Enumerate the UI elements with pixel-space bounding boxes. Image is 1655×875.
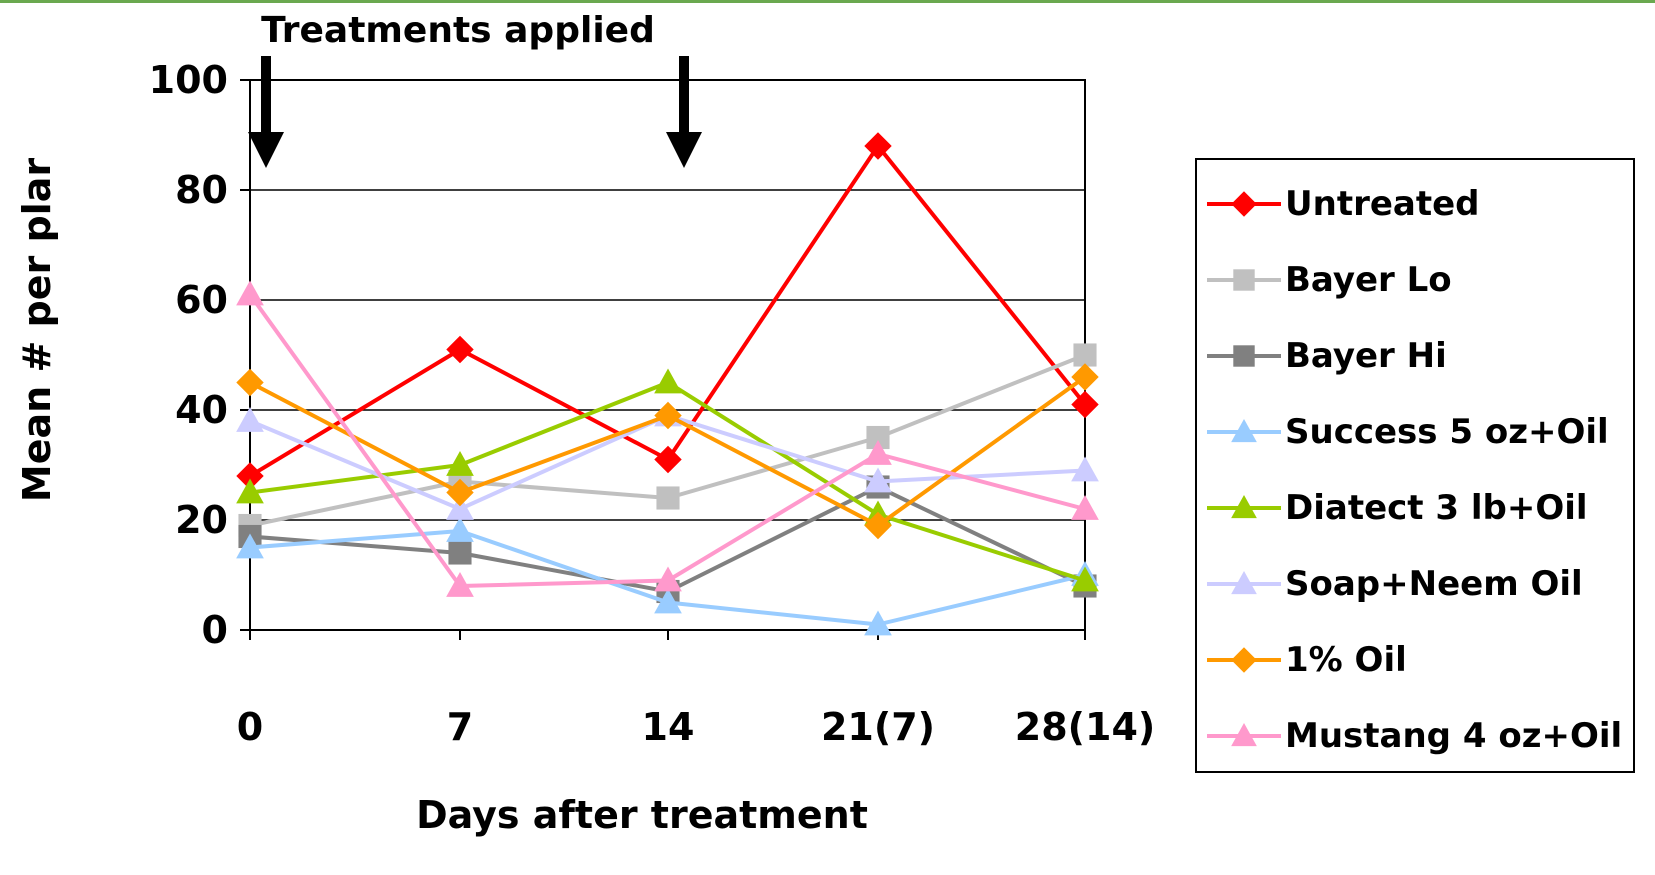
data-point-3-1 (446, 516, 474, 542)
data-point-6-3 (864, 511, 892, 540)
legend-swatch-marker-3 (1231, 418, 1257, 443)
data-point-7-4 (1071, 494, 1099, 520)
x-tick-label-2: 14 (642, 705, 695, 749)
data-point-0-4 (1071, 390, 1099, 419)
legend-item-2: Bayer Hi (1197, 326, 1633, 386)
arrow-shaft-0 (261, 56, 271, 134)
legend-label-5: Soap+Neem Oil (1285, 564, 1583, 604)
data-point-1-2 (656, 486, 680, 510)
legend-swatch-marker-1 (1233, 269, 1255, 291)
data-point-0-3 (864, 132, 892, 160)
legend-label-4: Diatect 3 lb+Oil (1285, 488, 1588, 528)
legend-item-5: Soap+Neem Oil (1197, 554, 1633, 614)
legend-item-1: Bayer Lo (1197, 250, 1633, 310)
arrow-shaft-1 (679, 56, 689, 134)
y-tick-label-40: 40 (175, 388, 228, 432)
y-tick-label-100: 100 (149, 58, 228, 102)
legend: Untreated Bayer Lo Bayer Hi Success 5 oz+Oi… (1195, 158, 1635, 773)
legend-swatch-6 (1207, 647, 1281, 673)
legend-swatch-5 (1207, 570, 1281, 595)
legend-swatch-marker-0 (1231, 191, 1257, 217)
x-axis-ticks: 0 7 14 21(7) 28(14) (237, 630, 1155, 749)
legend-label-0: Untreated (1285, 184, 1480, 224)
data-point-4-2 (654, 368, 682, 394)
data-point-4-1 (446, 450, 474, 476)
series-0 (236, 132, 1099, 490)
legend-label-1: Bayer Lo (1285, 260, 1452, 300)
data-point-4-0 (236, 478, 264, 504)
data-point-0-2 (654, 445, 682, 474)
x-tick-label-1: 7 (447, 705, 473, 749)
data-point-7-0 (236, 280, 264, 306)
x-axis-label: Days after treatment (416, 793, 868, 837)
legend-item-0: Untreated (1197, 174, 1633, 234)
legend-swatch-0 (1207, 191, 1281, 217)
y-tick-label-0: 0 (202, 608, 228, 652)
y-axis-ticks: 0 20 40 60 80 100 (149, 58, 250, 652)
data-point-3-3 (864, 610, 892, 636)
legend-label-3: Success 5 oz+Oil (1285, 412, 1609, 452)
y-tick-label-20: 20 (175, 498, 228, 542)
arrow-head-0 (248, 132, 284, 168)
legend-swatch-marker-7 (1231, 722, 1257, 747)
data-point-7-2 (654, 566, 682, 592)
data-point-5-0 (236, 406, 264, 432)
legend-item-3: Success 5 oz+Oil (1197, 402, 1633, 462)
data-point-0-1 (446, 335, 474, 364)
y-axis-label: Mean # per plar (15, 158, 59, 502)
legend-item-6: 1% Oil (1197, 630, 1633, 690)
data-point-2-1 (448, 541, 472, 565)
data-point-5-4 (1071, 456, 1099, 482)
legend-swatch-3 (1207, 418, 1281, 443)
data-point-5-3 (864, 467, 892, 493)
legend-item-7: Mustang 4 oz+Oil (1197, 706, 1633, 766)
y-tick-label-80: 80 (175, 168, 228, 212)
series-3 (236, 516, 1099, 636)
annotation-treatments-applied: Treatments applied (261, 10, 655, 51)
legend-swatch-1 (1207, 269, 1281, 291)
legend-swatch-4 (1207, 494, 1281, 519)
series-7 (236, 280, 1099, 597)
legend-swatch-marker-2 (1233, 345, 1255, 367)
data-point-6-2 (654, 401, 682, 430)
data-point-1-4 (1073, 343, 1097, 367)
legend-label-6: 1% Oil (1285, 640, 1407, 680)
legend-label-2: Bayer Hi (1285, 336, 1447, 376)
series-layer (236, 132, 1099, 636)
data-point-5-1 (446, 494, 474, 520)
legend-swatch-marker-4 (1231, 494, 1257, 519)
y-tick-label-60: 60 (175, 278, 228, 322)
legend-swatch-marker-5 (1231, 570, 1257, 595)
x-tick-label-3: 21(7) (821, 705, 935, 749)
legend-swatch-marker-6 (1231, 647, 1257, 673)
treatment-arrows (248, 56, 702, 168)
data-point-6-4 (1071, 363, 1099, 391)
data-point-7-1 (446, 571, 474, 597)
x-tick-label-4: 28(14) (1015, 705, 1156, 749)
top-accent-bar (0, 0, 1655, 3)
legend-swatch-2 (1207, 345, 1281, 367)
series-6 (236, 363, 1099, 540)
arrow-head-1 (666, 132, 702, 168)
data-point-6-1 (446, 478, 474, 507)
legend-swatch-7 (1207, 722, 1281, 747)
x-tick-label-0: 0 (237, 705, 263, 749)
legend-item-4: Diatect 3 lb+Oil (1197, 478, 1633, 538)
data-point-3-2 (654, 588, 682, 614)
data-point-6-0 (236, 368, 264, 397)
legend-label-7: Mustang 4 oz+Oil (1285, 716, 1623, 756)
data-point-3-0 (236, 533, 264, 559)
data-point-4-4 (1071, 566, 1099, 592)
data-point-7-3 (864, 439, 892, 465)
